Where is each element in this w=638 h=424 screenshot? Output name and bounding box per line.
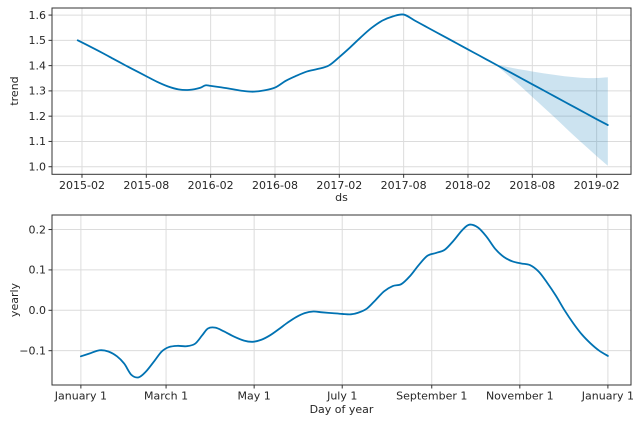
y-tick-label: 0.2 [29, 223, 47, 236]
x-tick-label: September 1 [396, 390, 467, 403]
y-tick-label: 0.0 [29, 304, 47, 317]
x-tick-label: May 1 [238, 390, 271, 403]
x-tick-label: 2015-08 [123, 179, 169, 192]
x-tick-label: 2018-02 [445, 179, 491, 192]
x-tick-label: 2017-08 [381, 179, 427, 192]
x-tick-label: November 1 [486, 390, 554, 403]
y-tick-label: 1.2 [29, 110, 47, 123]
x-tick-label: 2019-02 [574, 179, 620, 192]
uncertainty-interval [494, 64, 608, 166]
y-tick-label: 1.5 [29, 34, 47, 47]
x-tick-label: January 1 [581, 390, 634, 403]
y-tick-label: 1.1 [29, 135, 47, 148]
y-tick-label: 1.0 [29, 161, 47, 174]
x-tick-label: 2016-08 [252, 179, 298, 192]
trend-y-axis-label: trend [8, 76, 21, 106]
y-tick-label: 1.6 [29, 9, 47, 22]
trend-line [76, 13, 609, 126]
yearly-subplot: January 1 March 1 May 1 July 1 September 1 No… [19, 214, 634, 403]
x-tick-label: 2018-08 [509, 179, 555, 192]
x-tick-label: 2016-02 [188, 179, 234, 192]
y-tick-label: 0.1 [29, 264, 47, 277]
trend-subplot: 2015-02 2015-08 2016-02 2016-08 2017-02 2017-… [29, 7, 632, 192]
x-tick-label: July 1 [326, 390, 357, 403]
x-tick-label: 2015-02 [59, 179, 105, 192]
yearly-line [79, 223, 609, 379]
x-tick-label: January 1 [54, 390, 107, 403]
trend-x-axis-label: ds [335, 191, 348, 204]
y-tick-label: 1.4 [29, 59, 47, 72]
yearly-x-axis-label: Day of year [309, 403, 374, 416]
y-tick-label: 1.3 [29, 85, 47, 98]
y-tick-label: −0.1 [19, 344, 46, 357]
axes-spines [51, 214, 632, 386]
x-tick-label: March 1 [144, 390, 188, 403]
yearly-y-axis-label: yearly [8, 282, 21, 318]
x-tick-label: 2017-02 [316, 179, 362, 192]
